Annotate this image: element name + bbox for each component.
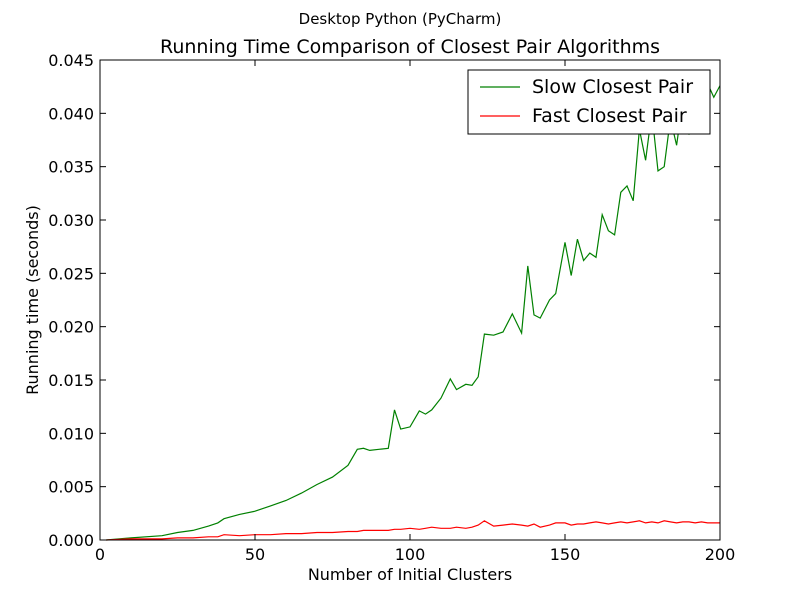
y-tick-label: 0.015 (48, 371, 94, 390)
legend: Slow Closest Pair Fast Closest Pair (467, 69, 711, 135)
legend-label-slow: Slow Closest Pair (532, 76, 693, 98)
y-tick-label: 0.030 (48, 211, 94, 230)
legend-label-fast: Fast Closest Pair (532, 105, 687, 127)
chart-title: Running Time Comparison of Closest Pair … (160, 36, 660, 58)
plot-background (100, 60, 720, 540)
y-tick-label: 0.010 (48, 424, 94, 443)
x-tick-label: 100 (395, 545, 426, 564)
figure-suptitle: Desktop Python (PyCharm) (299, 10, 502, 28)
x-axis-label: Number of Initial Clusters (308, 565, 512, 584)
y-tick-label: 0.040 (48, 104, 94, 123)
x-tick-label: 150 (550, 545, 581, 564)
y-tick-label: 0.005 (48, 478, 94, 497)
y-tick-label: 0.000 (48, 531, 94, 550)
x-axis: 0 50 100 150 200 (95, 60, 735, 564)
y-tick-label: 0.020 (48, 318, 94, 337)
legend-box (467, 69, 711, 135)
plot-area (99, 59, 721, 541)
y-tick-label: 0.025 (48, 264, 94, 283)
y-axis-label: Running time (seconds) (23, 205, 42, 395)
y-axis: 0.000 0.005 0.010 0.015 0.020 0.025 0.030 0.035… (48, 51, 720, 550)
y-tick-label: 0.045 (48, 51, 94, 70)
x-tick-label: 200 (705, 545, 736, 564)
x-tick-label: 50 (245, 545, 265, 564)
series-line-fast (106, 520, 720, 541)
y-tick-label: 0.035 (48, 158, 94, 177)
x-tick-label: 0 (95, 545, 105, 564)
